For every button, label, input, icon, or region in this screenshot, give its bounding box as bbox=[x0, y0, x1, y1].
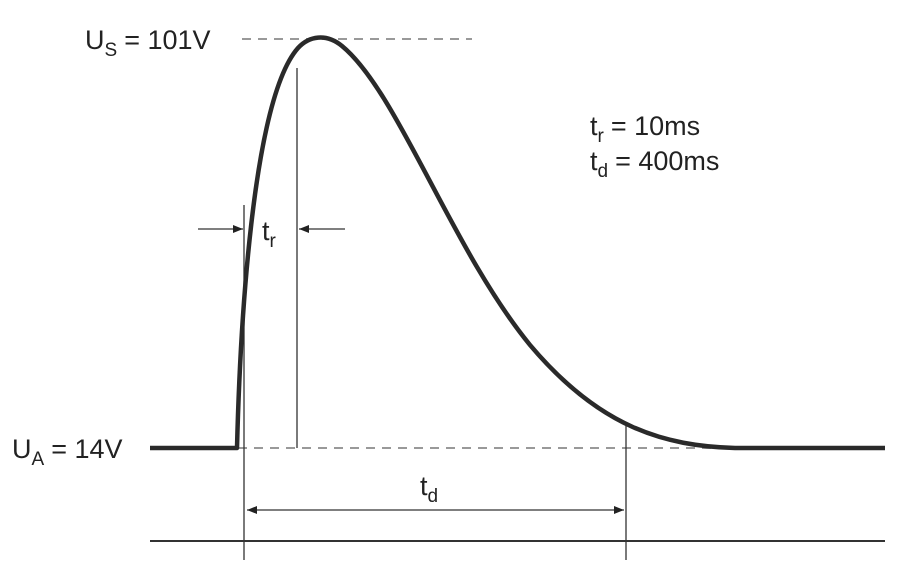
rise-time-marker-label: tr bbox=[262, 216, 277, 252]
subscript: A bbox=[32, 449, 45, 470]
value: = 101V bbox=[124, 25, 210, 55]
value: = 14V bbox=[51, 434, 122, 464]
symbol: t bbox=[420, 471, 428, 501]
symbol: t bbox=[590, 146, 598, 176]
symbol: t bbox=[262, 216, 270, 246]
symbol: t bbox=[590, 111, 598, 141]
symbol: U bbox=[85, 25, 105, 55]
pulse-curve bbox=[150, 35, 885, 451]
subscript: r bbox=[270, 231, 277, 252]
subscript: d bbox=[598, 161, 609, 182]
duration-marker-label: td bbox=[420, 471, 438, 507]
subscript: S bbox=[105, 40, 118, 61]
rise-time-spec: tr = 10ms bbox=[590, 111, 700, 147]
duration-spec: td = 400ms bbox=[590, 146, 719, 182]
subscript: d bbox=[428, 486, 439, 507]
base-voltage-label: UA = 14V bbox=[12, 434, 123, 470]
peak-voltage-label: US = 101V bbox=[85, 25, 211, 61]
value: = 10ms bbox=[611, 111, 700, 141]
symbol: U bbox=[12, 434, 32, 464]
value: = 400ms bbox=[615, 146, 719, 176]
subscript: r bbox=[598, 126, 605, 147]
